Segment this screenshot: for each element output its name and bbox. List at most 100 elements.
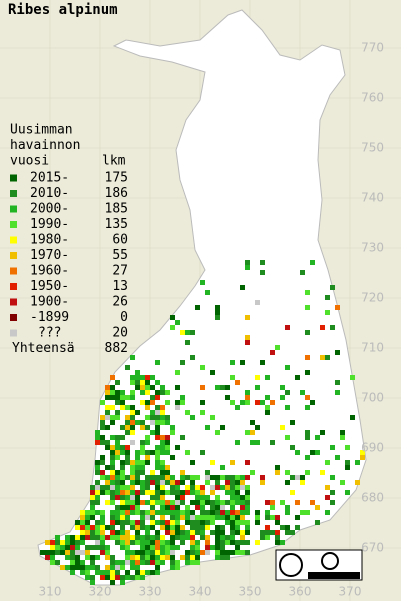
observation-square [180, 515, 185, 520]
observation-square [185, 340, 190, 345]
observation-square [170, 505, 175, 510]
y-tick-label: 740 [361, 191, 384, 205]
observation-square [150, 535, 155, 540]
observation-square [170, 490, 175, 495]
observation-square [210, 500, 215, 505]
observation-square [195, 495, 200, 500]
observation-square [190, 510, 195, 515]
observation-square [165, 450, 170, 455]
observation-square [260, 270, 265, 275]
observation-square [255, 515, 260, 520]
observation-square [95, 555, 100, 560]
observation-square [170, 535, 175, 540]
observation-square [145, 560, 150, 565]
observation-square [305, 395, 310, 400]
observation-square [115, 510, 120, 515]
observation-square [75, 535, 80, 540]
observation-square [95, 435, 100, 440]
observation-square [160, 515, 165, 520]
observation-square [200, 510, 205, 515]
observation-square [320, 355, 325, 360]
observation-square [155, 450, 160, 455]
observation-square [125, 405, 130, 410]
observation-square [200, 485, 205, 490]
observation-square [140, 525, 145, 530]
observation-square [80, 525, 85, 530]
observation-square [145, 440, 150, 445]
observation-square [240, 360, 245, 365]
observation-square [265, 395, 270, 400]
observation-square [100, 575, 105, 580]
observation-square [230, 540, 235, 545]
observation-square [80, 540, 85, 545]
observation-square [65, 550, 70, 555]
observation-square [245, 335, 250, 340]
observation-square [175, 525, 180, 530]
observation-square [170, 475, 175, 480]
observation-square [205, 470, 210, 475]
observation-square [110, 390, 115, 395]
observation-square [135, 560, 140, 565]
observation-square [85, 525, 90, 530]
observation-square [85, 545, 90, 550]
observation-square [120, 425, 125, 430]
observation-square [325, 510, 330, 515]
observation-square [130, 495, 135, 500]
observation-square [100, 415, 105, 420]
observation-square [255, 540, 260, 545]
observation-square [265, 515, 270, 520]
observation-square [65, 545, 70, 550]
observation-square [285, 505, 290, 510]
legend-count: 186 [105, 186, 128, 201]
legend-heading: havainnon [10, 138, 80, 153]
observation-square [60, 540, 65, 545]
observation-square [200, 520, 205, 525]
observation-square [115, 490, 120, 495]
observation-square [200, 400, 205, 405]
x-tick-label: 370 [339, 585, 362, 599]
observation-square [105, 535, 110, 540]
observation-square [75, 525, 80, 530]
observation-square [220, 555, 225, 560]
observation-square [150, 515, 155, 520]
observation-square [165, 555, 170, 560]
observation-square [300, 475, 305, 480]
observation-square [200, 500, 205, 505]
observation-square [160, 415, 165, 420]
observation-square [130, 505, 135, 510]
observation-square [210, 415, 215, 420]
observation-square [250, 420, 255, 425]
observation-square [180, 525, 185, 530]
observation-square [135, 455, 140, 460]
observation-square [335, 390, 340, 395]
observation-square [130, 500, 135, 505]
observation-square [235, 550, 240, 555]
observation-square [180, 360, 185, 365]
by-bar [308, 572, 360, 579]
observation-square [100, 515, 105, 520]
observation-square [190, 520, 195, 525]
y-tick-label: 670 [361, 541, 384, 555]
observation-square [130, 425, 135, 430]
y-tick-label: 770 [361, 41, 384, 55]
observation-square [300, 270, 305, 275]
observation-square [245, 510, 250, 515]
observation-square [100, 490, 105, 495]
y-tick-label: 760 [361, 91, 384, 105]
observation-square [115, 565, 120, 570]
legend-count: 20 [112, 326, 128, 341]
observation-square [110, 385, 115, 390]
observation-square [195, 490, 200, 495]
y-tick-label: 730 [361, 241, 384, 255]
observation-square [220, 525, 225, 530]
observation-square [215, 495, 220, 500]
observation-square [200, 450, 205, 455]
observation-square [165, 415, 170, 420]
observation-square [50, 545, 55, 550]
observation-square [125, 500, 130, 505]
observation-square [220, 515, 225, 520]
observation-square [155, 410, 160, 415]
observation-square [185, 520, 190, 525]
observation-square [95, 510, 100, 515]
observation-square [65, 540, 70, 545]
